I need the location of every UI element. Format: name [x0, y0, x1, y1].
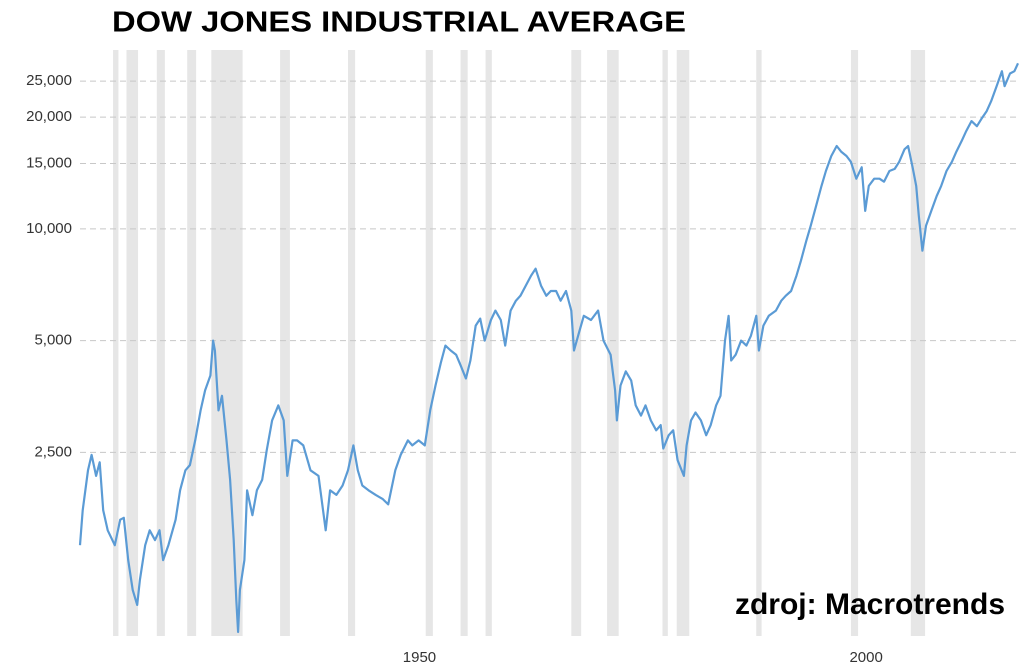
shaded-period — [156, 50, 165, 636]
x-tick-label: 1950 — [403, 649, 436, 666]
y-tick-label: 5,000 — [34, 332, 72, 349]
shaded-period — [113, 50, 119, 636]
shaded-period — [348, 50, 356, 636]
shaded-period — [607, 50, 619, 636]
shaded-period — [662, 50, 668, 636]
shaded-period — [460, 50, 468, 636]
shaded-period — [676, 50, 690, 636]
source-note: zdroj: Macrotrends — [735, 588, 1005, 621]
shaded-period — [850, 50, 859, 636]
shaded-period — [485, 50, 492, 636]
line-layer — [78, 62, 1020, 634]
series-line — [78, 62, 1020, 634]
shaded-period — [211, 50, 243, 636]
shaded-period — [910, 50, 926, 636]
shaded-period — [425, 50, 433, 636]
chart-title: DOW JONES INDUSTRIAL AVERAGE — [112, 7, 686, 39]
shaded-period — [187, 50, 197, 636]
grid-layer — [80, 80, 1018, 453]
x-tick-label: 2000 — [849, 649, 882, 666]
shaded-period — [280, 50, 290, 636]
y-tick-label: 20,000 — [26, 108, 72, 125]
y-tick-label: 25,000 — [26, 72, 72, 89]
y-tick-label: 10,000 — [26, 220, 72, 237]
y-tick-label: 15,000 — [26, 154, 72, 171]
shaded-period — [126, 50, 139, 636]
y-tick-label: 2,500 — [34, 443, 72, 460]
